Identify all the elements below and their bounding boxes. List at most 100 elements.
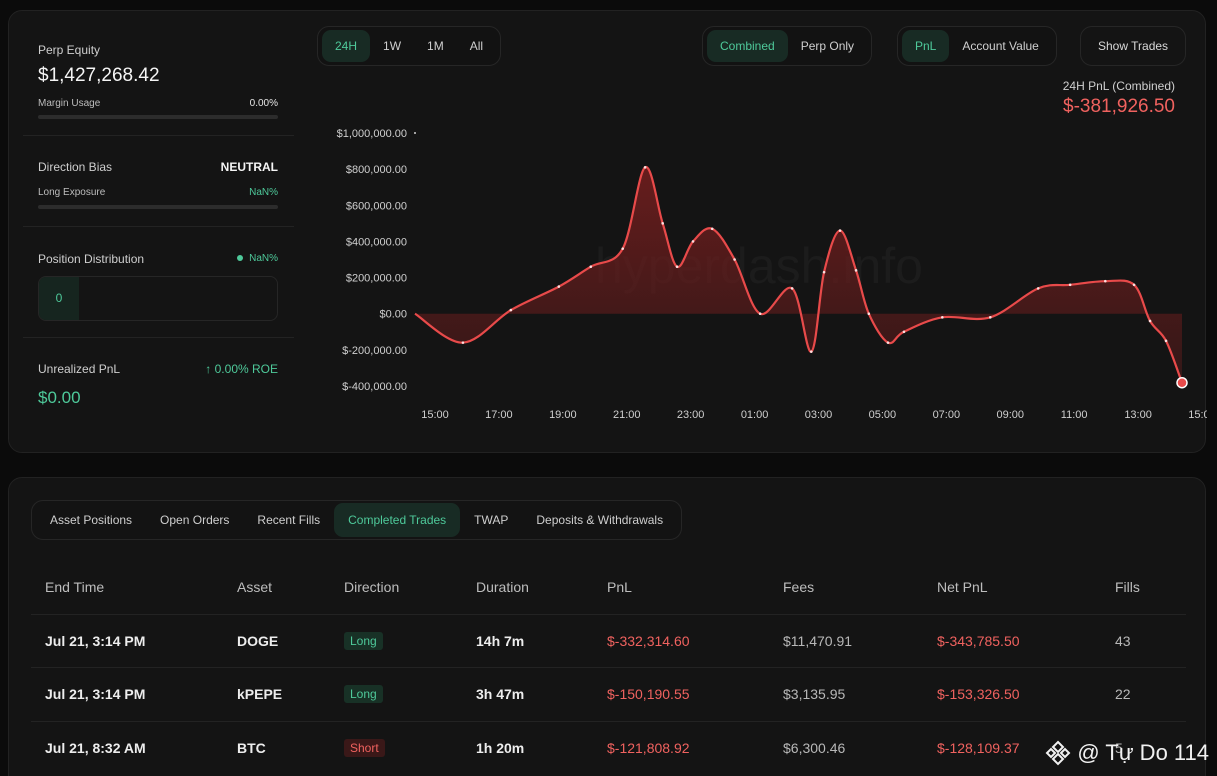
column-header[interactable]: Direction <box>344 578 400 595</box>
x-tick-label: 21:00 <box>613 409 641 421</box>
y-tick-label: $-400,000.00 <box>342 381 407 393</box>
direction-badge: Long <box>344 685 383 704</box>
pnl-summary-value: $-381,926.50 <box>1063 96 1175 117</box>
position-distribution-value: NaN% <box>237 253 278 264</box>
distribution-segment: 0 <box>39 277 79 320</box>
column-header[interactable]: Asset <box>237 578 273 595</box>
pnl-chart: hyperdash.info$1,000,000.00$800,000.00$6… <box>337 128 1207 421</box>
binance-logo-icon <box>1045 740 1071 766</box>
overlay-watermark: @ Tự Do 114 <box>1045 740 1209 766</box>
range-tab-1m[interactable]: 1M <box>427 39 444 53</box>
metric-tab-pnl[interactable]: PnL <box>902 30 950 62</box>
tab-asset-positions[interactable]: Asset Positions <box>50 513 133 527</box>
pnl-point <box>988 316 992 319</box>
column-header[interactable]: End Time <box>45 578 105 595</box>
tab-recent-fills[interactable]: Recent Fills <box>257 513 321 527</box>
pnl-summary-label: 24H PnL (Combined) <box>1062 79 1175 93</box>
net-pnl-cell: $-343,785.50 <box>923 613 1101 668</box>
table-row[interactable]: Jul 21, 3:14 PM kPEPE Long 3h 47m $-150,190.… <box>31 667 1186 721</box>
tab-open-orders[interactable]: Open Orders <box>160 513 230 527</box>
pnl-point <box>589 265 593 269</box>
net-pnl-cell: $-153,326.50 <box>923 667 1101 721</box>
show-trades-button[interactable]: Show Trades <box>1080 26 1187 66</box>
pnl-point <box>886 341 890 344</box>
pnl-point <box>809 350 813 353</box>
x-tick-label: 13:00 <box>1124 409 1152 421</box>
position-distribution-percent: NaN% <box>249 253 278 264</box>
pnl-point <box>643 166 647 169</box>
tab-twap[interactable]: TWAP <box>474 513 509 527</box>
pnl-point <box>1036 287 1040 290</box>
end-time-cell: Jul 21, 3:14 PM <box>31 613 223 668</box>
direction-badge: Long <box>344 631 383 650</box>
pnl-point <box>461 341 465 344</box>
y-tick-label: $400,000.00 <box>346 236 407 248</box>
column-header[interactable]: PnL <box>607 578 632 595</box>
margin-usage-label: Margin Usage <box>38 98 101 109</box>
metric-selector: PnL Account Value <box>897 26 1057 66</box>
pnl-point <box>691 240 695 243</box>
pnl-point <box>733 258 736 261</box>
y-tick-label: $1,000,000.00 <box>337 128 407 140</box>
long-exposure-bar <box>38 205 278 209</box>
pnl-point <box>1068 283 1072 287</box>
pnl-point <box>661 222 664 225</box>
fills-cell: 5 <box>1101 720 1186 775</box>
fills-cell: 43 <box>1101 613 1186 668</box>
x-tick-label: 01:00 <box>741 409 769 421</box>
y-tick-label: $200,000.00 <box>346 273 407 285</box>
position-distribution-section: Position Distribution NaN% 0 <box>38 226 278 336</box>
x-tick-label: 17:00 <box>485 409 513 421</box>
duration-cell: 3h 47m <box>462 667 593 721</box>
column-header[interactable]: Fills <box>1115 578 1140 595</box>
table-row[interactable]: Jul 21, 3:14 PM DOGE Long 14h 7m $-332,314.6… <box>31 613 1186 668</box>
direction-cell: Long <box>330 613 462 668</box>
overlay-text: @ Tự Do 114 <box>1077 740 1209 765</box>
fills-cell: 22 <box>1101 667 1186 721</box>
roe-value: ↑ 0.00% ROE <box>205 362 278 376</box>
long-exposure-label: Long Exposure <box>38 187 106 198</box>
pnl-cell: $-121,808.92 <box>593 720 769 775</box>
long-exposure-value: NaN% <box>249 187 278 198</box>
x-tick-label: 23:00 <box>677 409 705 421</box>
current-value-marker <box>1176 376 1188 389</box>
fees-cell: $3,135.95 <box>769 667 923 721</box>
range-tab-1w[interactable]: 1W <box>383 39 402 53</box>
duration-cell: 1h 20m <box>462 720 593 775</box>
x-tick-label: 09:00 <box>996 409 1024 421</box>
tab-deposits-withdrawals[interactable]: Deposits & Withdrawals <box>536 513 664 527</box>
net-pnl-cell: $-128,109.37 <box>923 720 1101 775</box>
mode-tab-perp-only[interactable]: Perp Only <box>800 39 855 53</box>
distribution-box: 0 <box>38 276 278 321</box>
margin-usage-bar <box>38 115 278 119</box>
range-tab-24h[interactable]: 24H <box>322 30 371 62</box>
divider <box>23 337 294 338</box>
pnl-point <box>710 227 714 231</box>
pnl-point <box>790 287 794 290</box>
direction-bias-value: NEUTRAL <box>220 160 278 174</box>
pnl-point <box>509 308 513 312</box>
status-dot-icon <box>237 255 244 262</box>
column-header[interactable]: Duration <box>476 578 529 595</box>
trades-tabs: Asset Positions Open Orders Recent Fills Co… <box>31 500 683 540</box>
pnl-cell: $-150,190.55 <box>593 667 769 721</box>
end-time-cell: Jul 21, 3:14 PM <box>31 667 223 721</box>
x-tick-label: 19:00 <box>549 409 577 421</box>
asset-cell: kPEPE <box>223 667 330 721</box>
direction-bias-section: Direction Bias NEUTRAL Long Exposure NaN… <box>38 135 278 225</box>
mode-tab-combined[interactable]: Combined <box>707 30 788 62</box>
perp-equity-label: Perp Equity <box>38 43 101 57</box>
metric-tab-account-value[interactable]: Account Value <box>962 39 1039 53</box>
tab-completed-trades[interactable]: Completed Trades <box>334 503 461 537</box>
pnl-point <box>1164 339 1168 343</box>
x-tick-label: 07:00 <box>933 409 961 421</box>
range-tab-all[interactable]: All <box>469 39 484 53</box>
range-selector: 24H 1W 1M All <box>317 26 502 66</box>
pnl-point <box>902 330 906 334</box>
completed-trades-table: End Time Asset Direction Duration PnL Fees Net… <box>31 560 1186 775</box>
column-header[interactable]: Fees <box>783 578 815 595</box>
column-header[interactable]: Net PnL <box>937 578 988 595</box>
margin-usage-value: 0.00% <box>249 98 278 109</box>
table-row[interactable]: Jul 21, 8:32 AM BTC Short 1h 20m $-121,808.9… <box>31 720 1186 775</box>
x-tick-label: 11:00 <box>1061 409 1088 421</box>
